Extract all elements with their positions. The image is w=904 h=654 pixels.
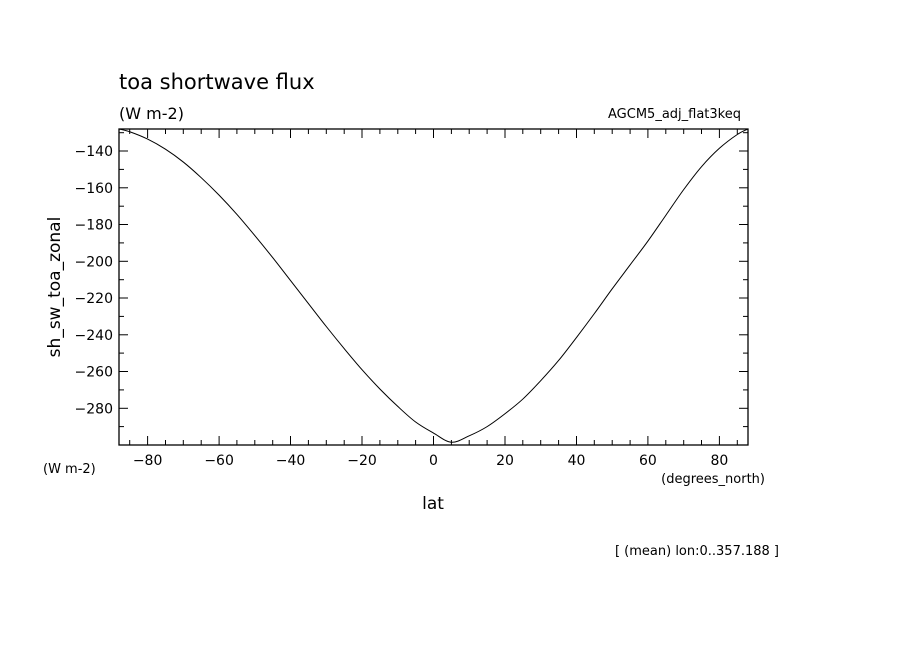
x-axis-units: (degrees_north) (661, 472, 765, 487)
x-tick-label: 0 (429, 453, 438, 469)
y-tick-label: −220 (75, 291, 113, 307)
units-label: (W m-2) (119, 104, 184, 123)
x-tick-label: −40 (276, 453, 306, 469)
y-tick-label: −280 (75, 401, 113, 417)
y-tick-label: −180 (75, 218, 113, 234)
x-tick-label: 60 (639, 453, 657, 469)
x-tick-label: 40 (568, 453, 586, 469)
x-tick-label: −20 (347, 453, 377, 469)
y-axis-units: (W m-2) (43, 462, 96, 477)
x-tick-label: −60 (204, 453, 234, 469)
y-tick-label: −140 (75, 144, 113, 160)
footer-note: [ (mean) lon:0..357.188 ] (615, 544, 779, 559)
y-axis-label: sh_sw_toa_zonal (45, 217, 65, 358)
x-axis-label: lat (422, 494, 444, 514)
chart-title: toa shortwave flux (119, 70, 315, 94)
y-tick-label: −240 (75, 328, 113, 344)
plot-frame (118, 128, 749, 446)
x-tick-label: 80 (710, 453, 728, 469)
x-ticks: −80 −60 −40 −20 0 20 40 60 80 (129, 129, 738, 469)
y-tick-label: −160 (75, 181, 113, 197)
x-tick-label: 20 (496, 453, 514, 469)
series-line (119, 129, 748, 443)
y-tick-label: −200 (75, 254, 113, 270)
y-tick-label: −260 (75, 365, 113, 381)
x-tick-label: −80 (133, 453, 163, 469)
y-ticks: −140 −160 −180 −200 −220 −240 −260 −280 (75, 132, 748, 446)
experiment-label: AGCM5_adj_flat3keq (608, 107, 741, 122)
